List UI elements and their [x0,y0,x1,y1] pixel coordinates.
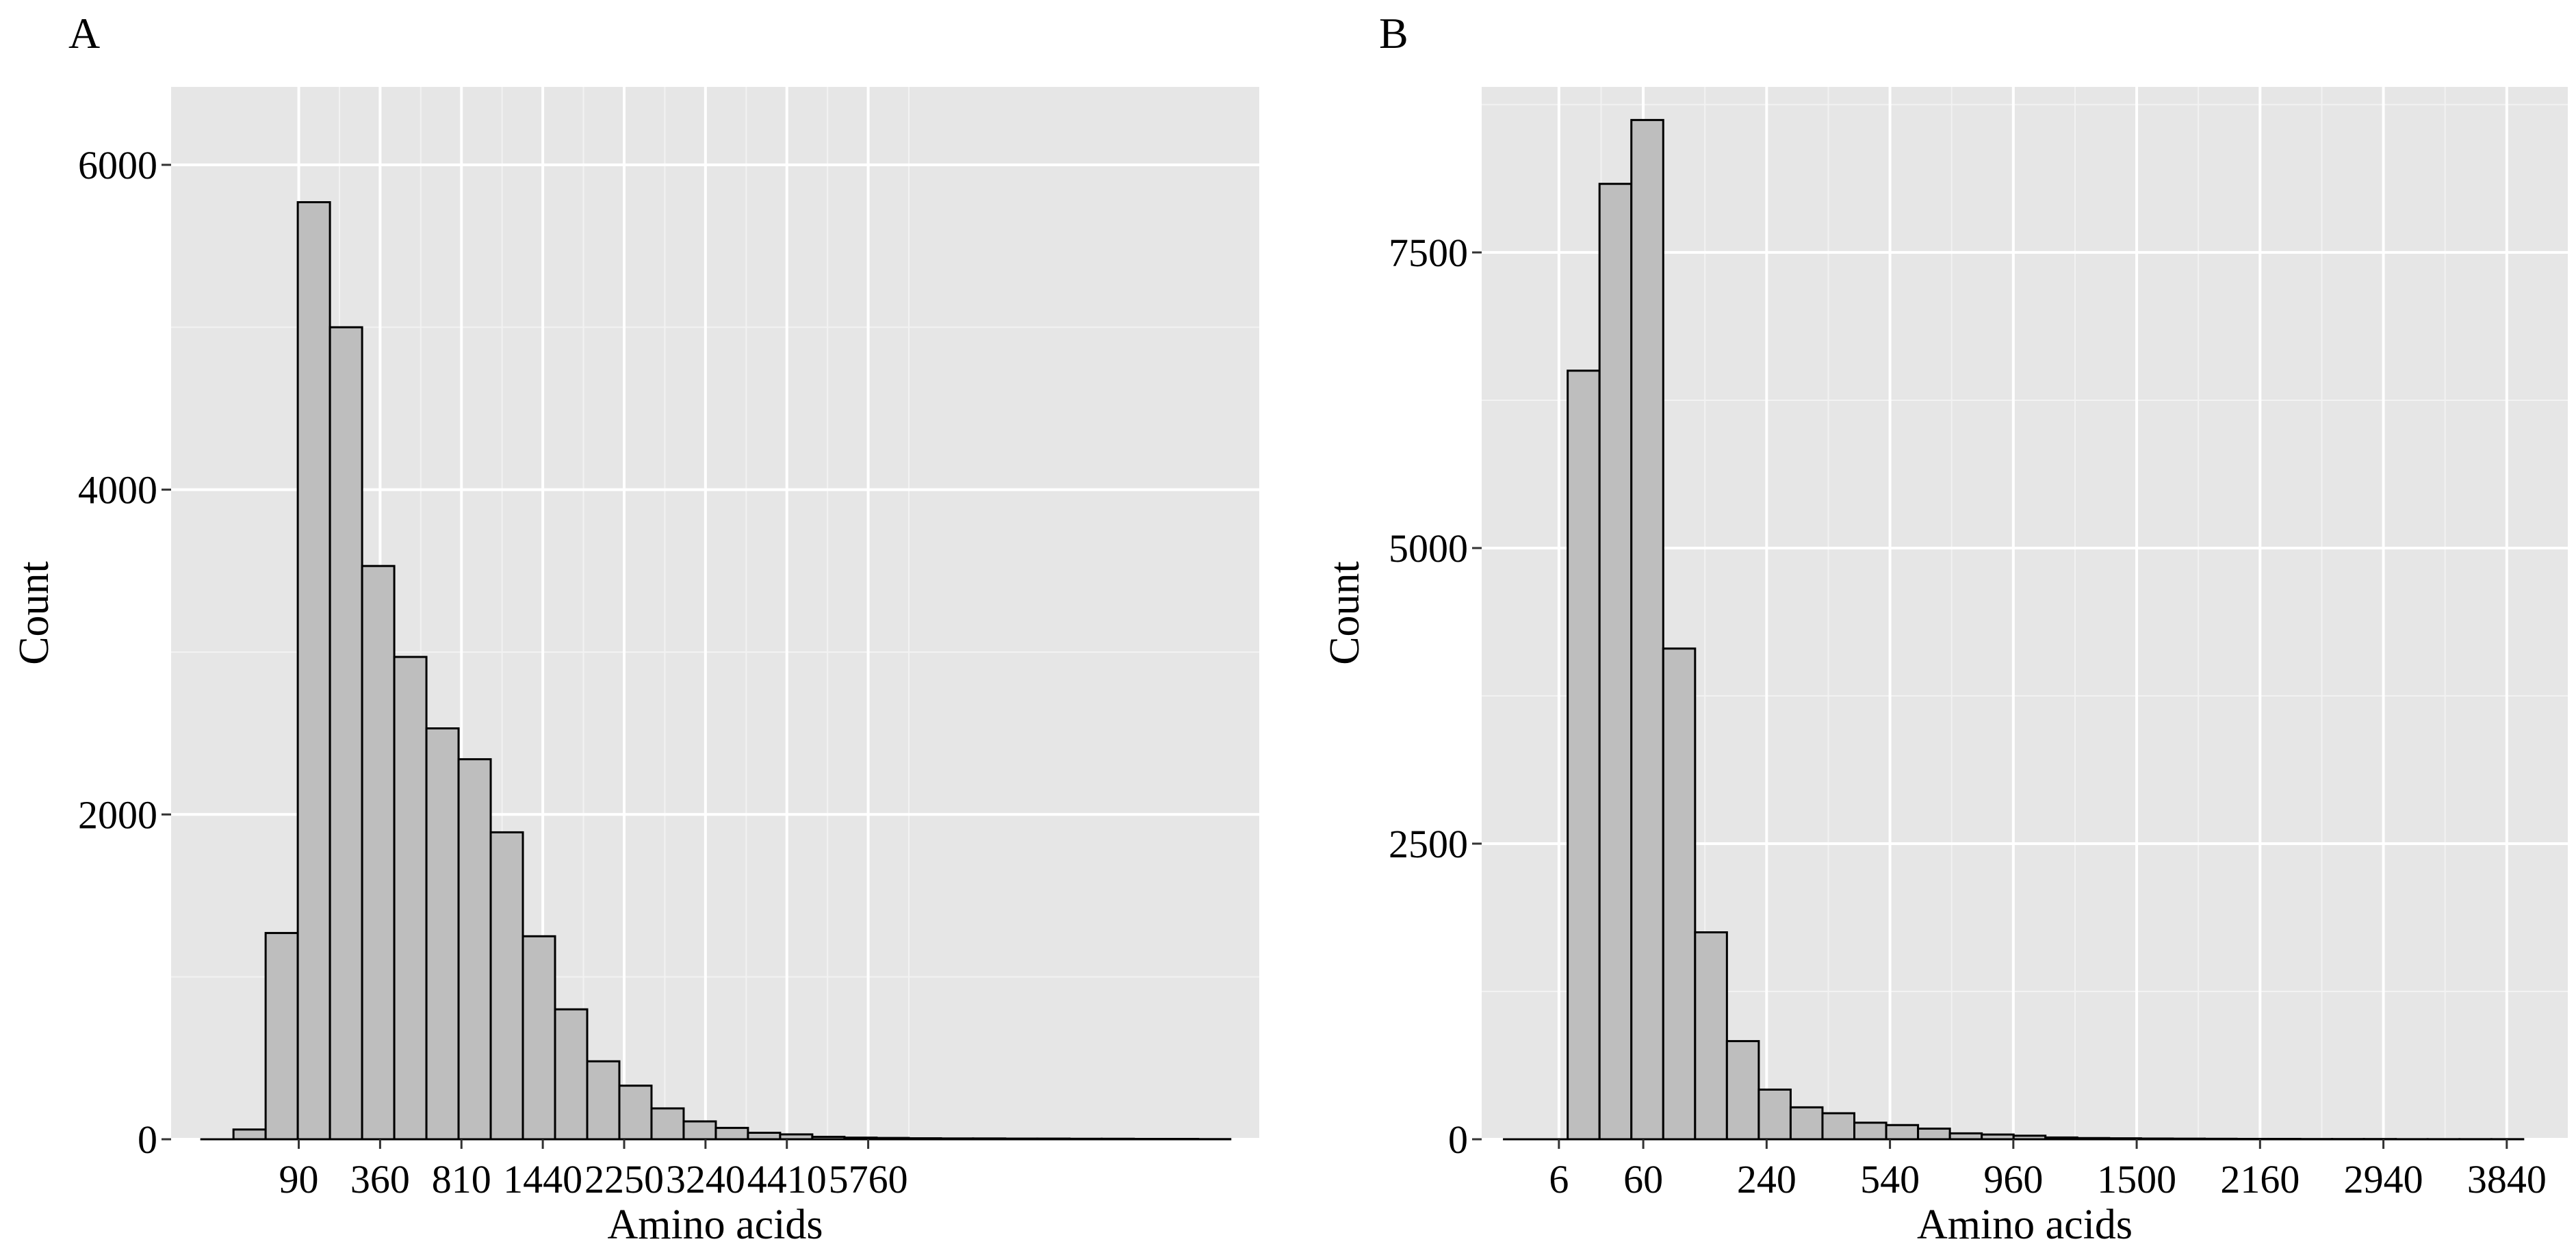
histogram-bar [586,1060,621,1141]
x-axis-title: Amino acids [1917,1202,2133,1246]
x-tick-label: 810 [432,1157,491,1202]
histogram-bar [1917,1127,1951,1141]
x-tick-label: 60 [1623,1157,1663,1202]
y-tick-label: 5000 [1389,526,1468,571]
x-tick-label: 540 [1860,1157,1920,1202]
x-tick-label: 5760 [829,1157,908,1202]
x-tick-label: 2940 [2344,1157,2423,1202]
histogram-bar [425,727,460,1141]
y-tick-label: 2000 [78,792,157,837]
histogram-bar [296,201,331,1141]
panel-label: A [68,9,100,57]
histogram-bar [1821,1112,1856,1141]
y-tick-label: 7500 [1389,231,1468,275]
histogram-bar [1630,118,1664,1141]
x-axis-title: Amino acids [607,1202,823,1246]
y-axis-title: Count [1322,561,1368,665]
histogram-panel-a: 0 2000 4000 6000 90 360 810 1440 2250 3240 4410 576… [11,9,1259,1246]
histogram-bar [554,1008,589,1141]
y-tick-label: 0 [138,1117,157,1162]
x-tick-label: 960 [1983,1157,2043,1202]
histogram-bar [489,831,524,1141]
y-tick-label: 6000 [78,143,157,187]
x-tick-label: 2160 [2220,1157,2300,1202]
x-tick-label: 1440 [503,1157,582,1202]
histogram-bar [1853,1121,1888,1141]
histogram-bar [714,1126,749,1141]
histogram-bar [361,564,396,1141]
x-tick-label: 3840 [2467,1157,2547,1202]
x-tick-label: 90 [279,1157,319,1202]
histogram-bar [521,935,556,1141]
histogram-bar [1725,1040,1760,1141]
histogram-panel-b: 0 2500 5000 7500 6 60 240 540 960 1500 2160 2940 384… [1322,9,2568,1246]
histogram-bar [682,1120,717,1141]
y-tick-label: 2500 [1389,822,1468,866]
histogram-bar [264,932,299,1141]
histogram-bar [1757,1088,1792,1141]
y-tick-label: 0 [1448,1117,1468,1162]
histogram-bar [1885,1124,1920,1141]
histogram-bar [650,1107,685,1141]
x-tick-label: 360 [350,1157,410,1202]
histogram-bar [1789,1106,1824,1141]
y-axis-title: Count [11,561,57,665]
y-tick-label: 4000 [78,468,157,512]
histogram-bar [1598,183,1633,1141]
histogram-bar [1662,647,1697,1141]
histogram-bar [457,758,492,1141]
x-tick-label: 1500 [2097,1157,2176,1202]
x-tick-label: 6 [1549,1157,1569,1202]
histogram-bar [1567,369,1601,1141]
histogram-bar [618,1085,653,1141]
histogram-bar [1694,931,1728,1141]
histogram-bar [393,656,428,1141]
panel-label: B [1379,9,1408,57]
x-tick-label: 3240 [666,1157,745,1202]
x-tick-label: 4410 [747,1157,827,1202]
x-tick-label: 240 [1737,1157,1796,1202]
x-tick-label: 2250 [584,1157,664,1202]
histogram-bar [329,326,363,1141]
histogram-bar [232,1128,267,1141]
